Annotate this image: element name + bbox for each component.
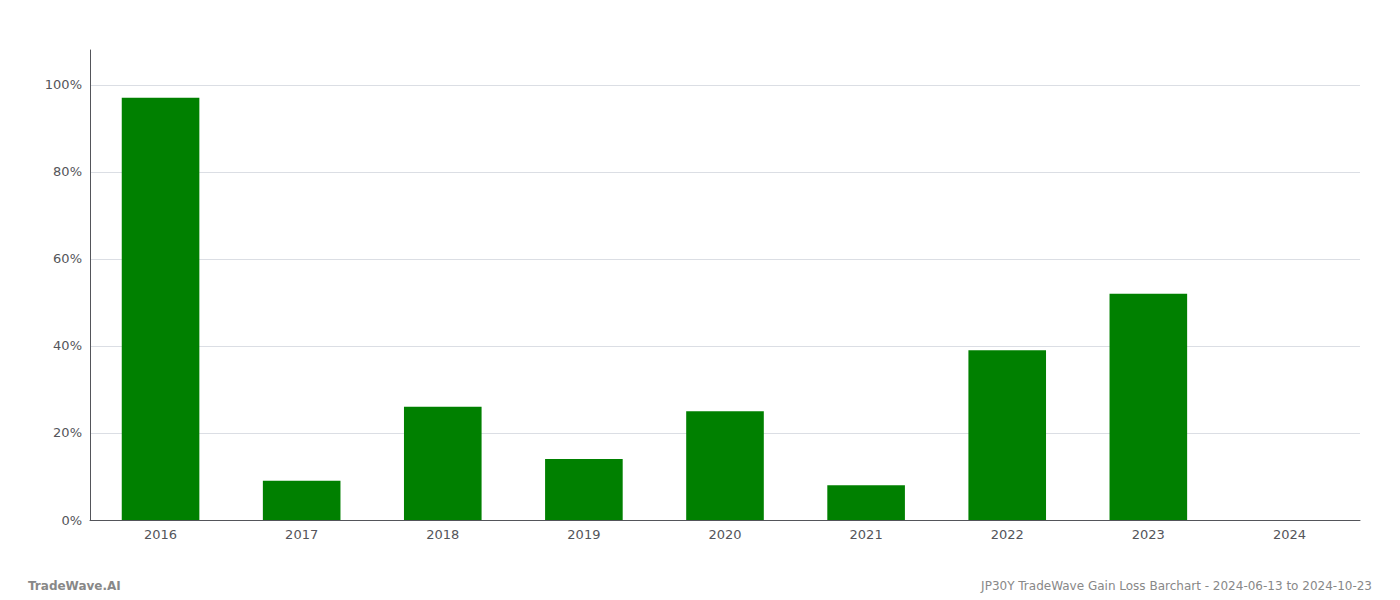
svg-text:40%: 40% xyxy=(53,338,82,353)
svg-text:2018: 2018 xyxy=(426,527,459,542)
svg-text:2017: 2017 xyxy=(285,527,318,542)
svg-text:2024: 2024 xyxy=(1273,527,1306,542)
svg-text:TradeWave.AI: TradeWave.AI xyxy=(28,579,121,593)
svg-text:0%: 0% xyxy=(61,513,82,528)
svg-text:2023: 2023 xyxy=(1132,527,1165,542)
svg-text:2022: 2022 xyxy=(991,527,1024,542)
svg-text:2016: 2016 xyxy=(144,527,177,542)
svg-text:2019: 2019 xyxy=(567,527,600,542)
svg-text:100%: 100% xyxy=(45,77,82,92)
svg-text:2020: 2020 xyxy=(708,527,741,542)
svg-text:2021: 2021 xyxy=(850,527,883,542)
svg-text:20%: 20% xyxy=(53,425,82,440)
svg-text:80%: 80% xyxy=(53,164,82,179)
svg-text:60%: 60% xyxy=(53,251,82,266)
svg-text:JP30Y TradeWave Gain Loss Barc: JP30Y TradeWave Gain Loss Barchart - 202… xyxy=(980,579,1372,593)
